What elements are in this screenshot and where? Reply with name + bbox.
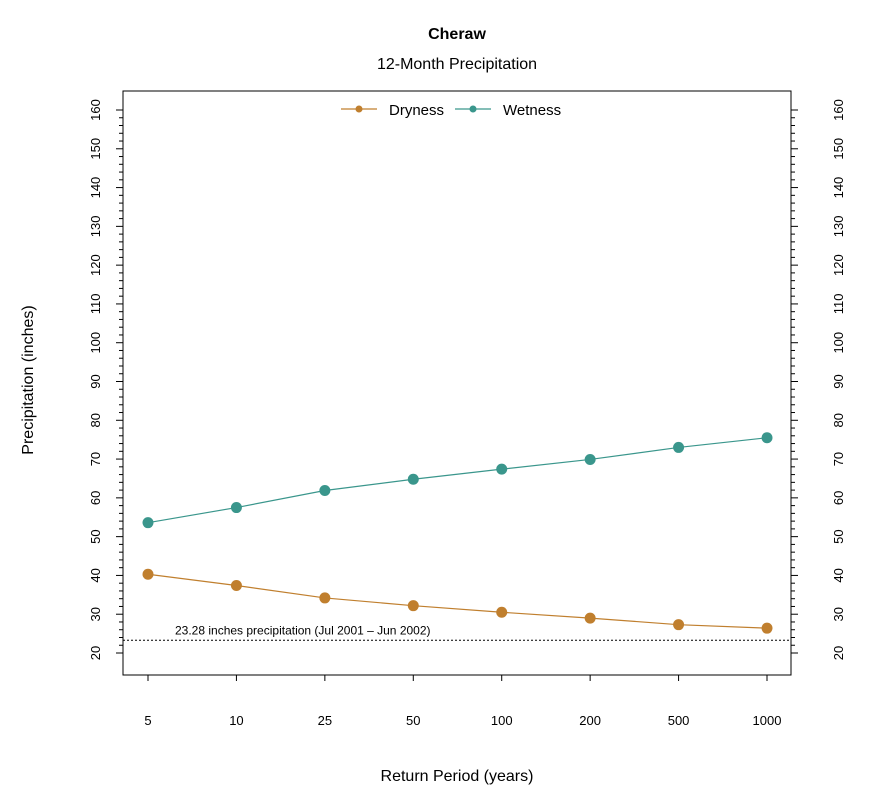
y-tick-label-left: 90	[88, 374, 103, 388]
chart-title: Cheraw	[428, 26, 486, 43]
y-tick-label-right: 60	[831, 491, 846, 505]
y-tick-label-left: 110	[88, 294, 103, 315]
y-tick-label-right: 70	[831, 452, 846, 466]
y-tick-label-left: 30	[88, 607, 103, 621]
plot-frame	[122, 90, 792, 676]
y-tick-label-right: 130	[831, 216, 846, 238]
y-tick-label-left: 40	[88, 568, 103, 582]
data-point-dryness	[584, 612, 596, 624]
x-tick-label: 1000	[753, 713, 782, 728]
y-tick-label-left: 60	[88, 491, 103, 505]
y-tick-label-right: 120	[831, 254, 846, 276]
reference-layer: 23.28 inches precipitation (Jul 2001 – J…	[123, 623, 791, 641]
data-point-dryness	[761, 622, 773, 634]
y-tick-label-left: 100	[88, 332, 103, 354]
reference-label: 23.28 inches precipitation (Jul 2001 – J…	[175, 623, 431, 637]
data-point-dryness	[319, 592, 331, 604]
y-tick-label-right: 140	[831, 177, 846, 199]
y-tick-label-left: 130	[88, 216, 103, 238]
data-point-dryness	[496, 606, 508, 618]
y-tick-label-left: 50	[88, 529, 103, 543]
x-tick-label: 500	[668, 713, 690, 728]
y-tick-label-right: 110	[831, 294, 846, 315]
y-tick-label-left: 120	[88, 254, 103, 276]
x-tick-label: 100	[491, 713, 513, 728]
y-tick-label-right: 100	[831, 332, 846, 354]
ticks-layer: 5 10 25 50 100 200 500 1000 20 20 30 30 40 40 50 50 60 60…	[88, 99, 846, 728]
data-point-wetness	[584, 453, 596, 465]
legend: Dryness Wetness	[341, 102, 561, 119]
y-tick-label-left: 140	[88, 177, 103, 199]
legend-marker-dryness	[355, 105, 363, 113]
y-tick-label-right: 80	[831, 413, 846, 427]
y-tick-label-right: 30	[831, 607, 846, 621]
x-tick-label: 50	[406, 713, 420, 728]
series-line-dryness	[147, 573, 768, 629]
chart-subtitle: 12-Month Precipitation	[377, 56, 537, 73]
legend-marker-wetness	[469, 105, 477, 113]
data-point-wetness	[761, 432, 773, 444]
x-axis-label: Return Period (years)	[381, 768, 534, 785]
legend-label-dryness: Dryness	[389, 102, 444, 119]
data-point-wetness	[142, 517, 154, 529]
y-tick-label-left: 160	[88, 99, 103, 121]
data-point-wetness	[673, 441, 685, 453]
data-point-wetness	[407, 473, 419, 485]
data-point-wetness	[230, 502, 242, 514]
y-tick-label-left: 20	[88, 646, 103, 660]
y-tick-label-right: 50	[831, 529, 846, 543]
y-tick-label-right: 40	[831, 568, 846, 582]
y-tick-label-left: 80	[88, 413, 103, 427]
data-point-dryness	[673, 619, 685, 631]
series-line-wetness	[147, 437, 768, 524]
y-axis-label: Precipitation (inches)	[20, 305, 37, 454]
y-tick-label-left: 150	[88, 138, 103, 160]
y-tick-label-right: 20	[831, 646, 846, 660]
y-tick-label-right: 160	[831, 99, 846, 121]
legend-label-wetness: Wetness	[503, 102, 561, 119]
x-tick-label: 200	[579, 713, 601, 728]
y-tick-label-left: 70	[88, 452, 103, 466]
data-point-dryness	[407, 600, 419, 612]
data-point-wetness	[496, 463, 508, 475]
x-tick-label: 5	[144, 713, 151, 728]
x-tick-label: 25	[318, 713, 332, 728]
y-tick-label-right: 150	[831, 138, 846, 160]
x-tick-label: 10	[229, 713, 243, 728]
data-point-dryness	[230, 580, 242, 592]
data-point-dryness	[142, 568, 154, 580]
series-layer	[142, 432, 773, 634]
y-tick-label-right: 90	[831, 374, 846, 388]
data-point-wetness	[319, 484, 331, 496]
